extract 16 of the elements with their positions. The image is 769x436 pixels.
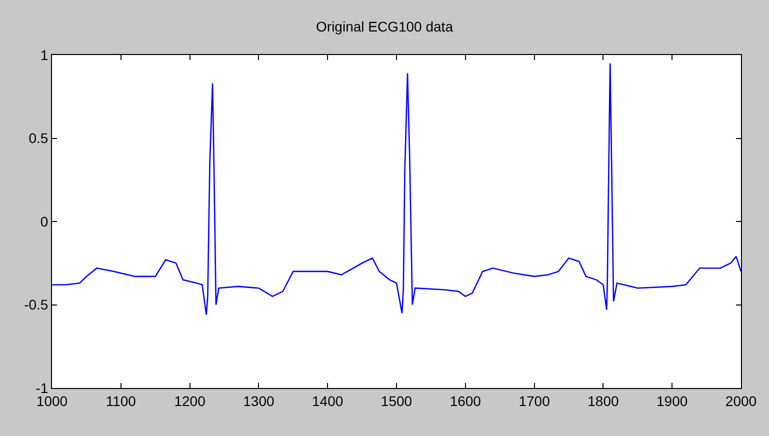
line-series bbox=[52, 62, 741, 316]
x-tick-label: 1500 bbox=[380, 392, 412, 409]
y-tick-label: 1 bbox=[40, 46, 48, 63]
y-tick-label: -0.5 bbox=[24, 296, 48, 313]
x-tick-label: 1400 bbox=[312, 392, 344, 409]
x-tick-label: 2000 bbox=[725, 392, 757, 409]
x-tick-label: 1100 bbox=[106, 392, 136, 409]
x-tick-label: 1200 bbox=[174, 392, 206, 409]
x-tick-label: 1700 bbox=[518, 392, 550, 409]
x-tick-label: 1800 bbox=[588, 392, 619, 409]
x-tick-label: 1900 bbox=[656, 392, 688, 409]
y-tick-label: 0.5 bbox=[28, 130, 48, 146]
chart-title: Original ECG100 data bbox=[316, 18, 454, 35]
x-tick-label: 1300 bbox=[243, 392, 274, 409]
x-tick-label: 1600 bbox=[450, 392, 482, 409]
y-tick-label: 0 bbox=[40, 213, 48, 230]
